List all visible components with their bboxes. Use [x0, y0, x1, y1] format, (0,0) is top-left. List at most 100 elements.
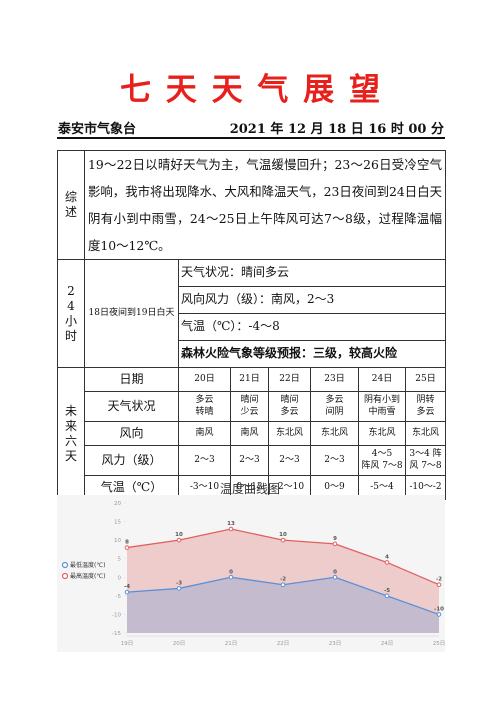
row-label: 天气状况 — [84, 391, 179, 422]
y-tick-label: 5 — [118, 557, 122, 563]
data-label: -5 — [384, 588, 390, 594]
day24-line: 森林火险气象等级预报：三级，较高火险 — [177, 340, 447, 368]
organization: 泰安市气象台 — [58, 122, 137, 137]
issued-time: 2021 年 12 月 18 日 16 时 00 分 — [229, 122, 444, 137]
week-cell: 2～3 — [310, 445, 359, 476]
point — [228, 526, 234, 532]
x-tick-label: 24日 — [381, 640, 394, 647]
chart-title: 温度曲线图 — [219, 482, 280, 496]
week-row: 风向 南风 南风 东北风 东北风 东北风 东北风 — [58, 421, 447, 446]
summary-text: 19～22日以晴好天气为主，气温缓慢回升；23～26日受冷空气影响，我市将出现降… — [83, 150, 447, 260]
point — [176, 586, 182, 591]
legend-marker — [61, 561, 69, 569]
data-label: -2 — [436, 577, 442, 583]
x-tick-label: 20日 — [173, 640, 186, 647]
point — [280, 582, 286, 588]
week-cell: 2～3 — [230, 445, 269, 476]
week-cell: 阴转 多云 — [404, 391, 447, 422]
point — [436, 612, 442, 617]
title: 七 天 天 气 展 望 — [120, 72, 380, 108]
x-tick-label: 23日 — [329, 640, 342, 647]
data-label: 10 — [175, 532, 183, 538]
data-label: 13 — [227, 521, 235, 527]
point — [124, 589, 130, 595]
data-label: 10 — [279, 532, 287, 538]
week-cell: 东北风 — [404, 421, 447, 446]
week-row: 风力（级） 2～3 2～3 2～3 2～3 4～5 阵风 7～8 3～4 阵 风 7～8 — [58, 445, 447, 476]
y-tick-label: -10 — [112, 612, 121, 618]
data-label: -4 — [124, 584, 130, 590]
y-tick-label: 20 — [114, 501, 121, 507]
point — [332, 541, 338, 547]
week-cell: 22日 — [268, 367, 311, 392]
rule — [57, 137, 445, 139]
week-cell: 25日 — [404, 367, 447, 392]
data-label: 4 — [385, 554, 389, 560]
data-label: 0 — [333, 569, 337, 575]
section-label-cell: 未来六天 — [57, 367, 85, 500]
row-label: 风力（级） — [84, 445, 179, 476]
section-label: 24小时 — [64, 283, 77, 343]
day24-line: 风向风力（级）：南风，2～3 — [177, 286, 447, 314]
point — [384, 593, 390, 599]
x-tick-label: 21日 — [225, 640, 238, 647]
forecast-table: 综述 19～22日以晴好天气为主，气温缓慢回升；23～26日受冷空气影响，我市将出… — [57, 150, 447, 500]
x-tick-label: 19日 — [121, 640, 134, 647]
y-tick-label: -5 — [116, 594, 122, 600]
day24-row: 24小时 18日夜间到19日白天 天气状况：晴间多云 — [57, 259, 447, 368]
week-cell: 东北风 — [310, 421, 359, 446]
chart-background — [57, 495, 445, 652]
week-row: 气温（℃） -3～10 0～13 -2～10 0～9 -5～4 -10～-2 — [58, 475, 447, 500]
week-cell: 多云 转晴 — [178, 391, 231, 422]
point — [332, 574, 338, 580]
point — [228, 574, 234, 580]
week-cell: 24日 — [358, 367, 406, 392]
area — [127, 529, 439, 633]
legend-label: 最高温度(℃) — [70, 572, 105, 580]
point — [436, 582, 442, 588]
y-tick-label: 0 — [118, 575, 122, 581]
week-cell: 2～3 — [268, 445, 311, 476]
data-label: 0 — [229, 569, 233, 575]
point — [280, 537, 286, 543]
point — [124, 545, 130, 550]
legend-marker — [61, 572, 69, 580]
x-tick-label: 22日 — [277, 640, 290, 647]
week-cell: 晴间 多云 — [268, 391, 311, 422]
week-cell: 多云 间阴 — [310, 391, 359, 422]
section-label-cell: 24小时 — [57, 259, 85, 368]
week-cell: 南风 — [178, 421, 231, 446]
y-tick-label: -15 — [112, 631, 121, 637]
summary-row: 综述 19～22日以晴好天气为主，气温缓慢回升；23～26日受冷空气影响，我市将出… — [57, 150, 447, 260]
data-label: -10 — [434, 606, 444, 612]
data-label: -2 — [280, 577, 286, 583]
row-label: 风向 — [84, 421, 179, 446]
point — [384, 560, 390, 565]
section-label-cell: 综述 — [57, 150, 85, 260]
day24-line: 天气状况：晴间多云 — [177, 259, 447, 287]
week-cell: 21日 — [230, 367, 269, 392]
y-tick-label: 15 — [114, 520, 121, 526]
day24-row: 风向风力（级）：南风，2～3 — [58, 286, 447, 314]
point — [176, 537, 182, 543]
data-label: 9 — [333, 536, 337, 542]
legend-label: 最低温度(℃) — [70, 561, 105, 569]
section-label: 未来六天 — [64, 403, 77, 463]
day24-row: 气温（℃）：-4～8 — [58, 313, 447, 341]
x-tick-label: 25日 — [433, 640, 445, 647]
row-label: 日期 — [84, 367, 179, 392]
week-cell: 阴有小到 中雨雪 — [358, 391, 406, 422]
week-cell: 东北风 — [358, 421, 406, 446]
week-cell: 3～4 阵 风 7～8 — [404, 445, 447, 476]
week-cell: 4～5 阵风 7～8 — [358, 445, 406, 476]
week-row: 天气状况 多云 转晴 晴间 少云 晴间 多云 多云 间阴 阴有小到 中雨雪 阴转 多云 — [58, 391, 447, 422]
y-tick-label: 10 — [114, 538, 121, 544]
section-label: 综述 — [64, 190, 77, 219]
week-cell: 20日 — [178, 367, 231, 392]
week-cell: 23日 — [310, 367, 359, 392]
area — [127, 577, 439, 633]
week-cell: 晴间 少云 — [230, 391, 269, 422]
week-cell: 东北风 — [268, 421, 311, 446]
period: 18日夜间到19日白天 — [84, 259, 179, 368]
